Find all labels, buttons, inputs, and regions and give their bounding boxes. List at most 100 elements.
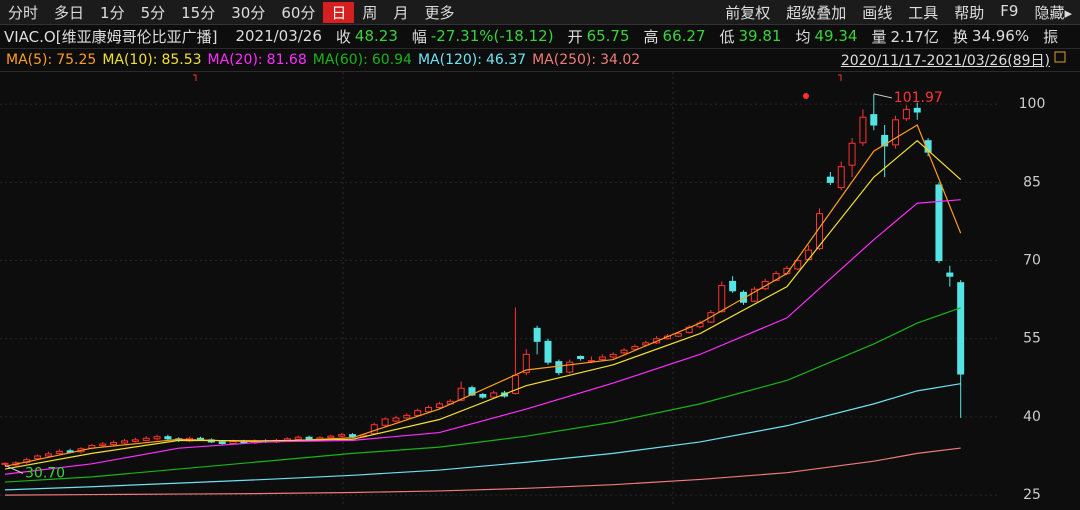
candle-body: [848, 142, 856, 166]
field-value: -27.31%(-18.12): [430, 27, 554, 45]
candle-body: [522, 353, 530, 374]
toolbar: 分时 多日 1分 5分 15分 30分 60分日周月更多 前复权 超级叠加 画线 工具 帮助 F9 隐藏▸: [0, 0, 1080, 25]
legend-name: MA(10):: [102, 52, 158, 68]
candle-body: [881, 134, 889, 147]
field-label: 换: [952, 27, 968, 46]
candle-body: [218, 441, 226, 444]
symbol: VIAC.O[维亚康姆哥伦比亚广播]: [4, 27, 218, 46]
tab[interactable]: 日: [323, 1, 355, 23]
candle-body: [826, 176, 834, 183]
candle-body: [392, 417, 400, 422]
legend-value: 34.02: [600, 52, 641, 68]
field-value: 2.17亿: [890, 27, 939, 46]
ma-line: [4, 124, 962, 468]
candle-body: [598, 356, 606, 361]
field-label: 量: [871, 27, 887, 46]
settings-icon[interactable]: [1054, 51, 1066, 63]
annotation-leader: [4, 464, 24, 474]
tab[interactable]: 月: [393, 3, 409, 22]
candle-body: [533, 327, 541, 342]
candle-body: [913, 107, 921, 113]
ma-line: [4, 139, 962, 470]
ma-line: [4, 307, 961, 483]
candle-body: [490, 392, 498, 398]
flag: [838, 74, 842, 81]
candle-body: [153, 436, 161, 440]
candle-body: [338, 434, 346, 437]
date-range[interactable]: 2020/11/17-2021/03/26(89日): [840, 53, 1050, 69]
tab[interactable]: 更多: [424, 3, 455, 22]
candle-body: [946, 272, 954, 277]
y-tick-label: 70: [1023, 253, 1041, 269]
candle-body: [935, 184, 943, 262]
candle-body: [761, 280, 769, 290]
quote-row: VIAC.O[维亚康姆哥伦比亚广播] 2021/03/26 收 48.23 幅 -27…: [0, 24, 1080, 49]
candle-body: [870, 114, 878, 126]
field-label: 开: [567, 27, 583, 46]
y-tick-label: 55: [1023, 331, 1041, 347]
candle-body: [99, 443, 107, 447]
y-tick-label: 85: [1023, 174, 1041, 190]
annotation: 30.70: [25, 465, 65, 481]
candle-body: [674, 333, 682, 337]
field-label: 高: [643, 27, 659, 46]
candle-body: [110, 441, 118, 446]
candle-body: [164, 436, 172, 440]
candle-body: [479, 394, 487, 398]
candle-body: [859, 116, 867, 144]
menu-item[interactable]: 前复权: [725, 3, 771, 22]
annotation: 101.97: [894, 90, 943, 106]
candle-body: [957, 282, 965, 375]
legend: MA(5): 75.25 MA(10): 85.53 MA(20): 81.68 MA(60…: [0, 49, 1080, 72]
menu-item[interactable]: 超级叠加: [786, 3, 847, 22]
candle-body: [544, 340, 552, 363]
ma-line: [4, 383, 961, 491]
candle-body: [425, 407, 433, 413]
legend-name: MA(5):: [6, 52, 53, 68]
tab[interactable]: 30分: [231, 3, 266, 22]
candle-body: [349, 434, 357, 438]
field-label: 收: [335, 27, 351, 46]
ma-line: [4, 199, 961, 475]
candle-body: [577, 355, 585, 360]
legend-value: 60.94: [371, 52, 412, 68]
menu-item[interactable]: 工具: [908, 3, 939, 22]
candle-body: [837, 166, 845, 189]
tab[interactable]: 分时: [8, 3, 39, 22]
candle-body: [902, 108, 910, 120]
field-label: 幅: [411, 27, 427, 46]
legend-value: 81.68: [266, 52, 307, 68]
tab[interactable]: 周: [362, 3, 378, 22]
flag: [803, 93, 809, 99]
candle-body: [750, 288, 758, 302]
menu-item[interactable]: 隐藏▸: [1034, 3, 1072, 22]
candle-body: [620, 349, 628, 354]
date: 2021/03/26: [235, 27, 322, 45]
y-tick-label: 40: [1023, 409, 1041, 425]
menu-item[interactable]: F9: [1000, 1, 1019, 20]
candle-body: [120, 440, 128, 444]
field-value: 66.27: [662, 27, 706, 45]
field-value: 49.34: [814, 27, 858, 45]
menu-item[interactable]: 帮助: [954, 3, 985, 22]
candle-body: [44, 453, 52, 457]
candle-body: [892, 119, 900, 146]
tab[interactable]: 15分: [181, 3, 216, 22]
tab[interactable]: 5分: [140, 3, 166, 22]
field-label: 均: [795, 27, 811, 46]
candle-body: [327, 435, 335, 439]
candle-body: [718, 285, 726, 313]
candle-body: [435, 403, 443, 409]
field-value: 48.23: [354, 27, 398, 45]
tab[interactable]: 60分: [281, 3, 316, 22]
field-label: 振: [1043, 27, 1059, 46]
legend-value: 75.25: [56, 52, 97, 68]
candle-body: [229, 440, 237, 444]
menu: 前复权 超级叠加 画线 工具 帮助 F9 隐藏▸: [717, 2, 1080, 23]
tab[interactable]: 1分: [100, 3, 125, 22]
candle-body: [403, 414, 411, 419]
legend-name: MA(250):: [532, 52, 597, 68]
menu-item[interactable]: 画线: [862, 3, 893, 22]
legend-value: 46.37: [486, 52, 527, 68]
tab[interactable]: 多日: [54, 3, 85, 22]
